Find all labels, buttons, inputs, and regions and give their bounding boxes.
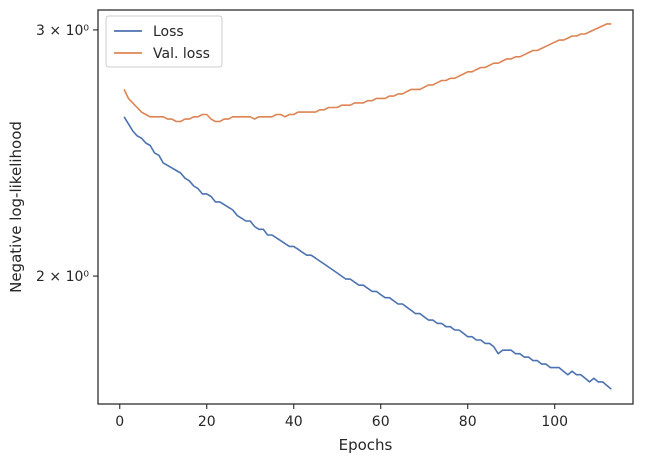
y-tick-label: 3 × 10⁰ <box>36 23 89 39</box>
x-tick-label: 80 <box>459 414 477 430</box>
x-tick-label: 20 <box>198 414 216 430</box>
x-tick-label: 60 <box>372 414 390 430</box>
series-line-val-loss <box>123 23 612 123</box>
x-axis-label: Epochs <box>339 436 393 454</box>
legend-box <box>105 15 223 68</box>
y-tick-label: 2 × 10⁰ <box>36 269 89 285</box>
series-line-loss <box>123 116 612 390</box>
y-axis-label: Negative log-likelihood <box>7 121 25 293</box>
x-tick-label: 40 <box>285 414 303 430</box>
plot-frame <box>97 9 634 405</box>
plot-area <box>123 23 612 390</box>
legend-label-loss: Loss <box>153 24 184 40</box>
legend: Loss Val. loss <box>105 15 223 68</box>
axes: 0 20 40 60 80 100 2 × 10⁰ 3 × 10⁰ <box>36 9 634 430</box>
x-tick-label: 100 <box>541 414 568 430</box>
legend-label-val-loss: Val. loss <box>153 46 210 62</box>
x-tick-label: 0 <box>115 414 124 430</box>
